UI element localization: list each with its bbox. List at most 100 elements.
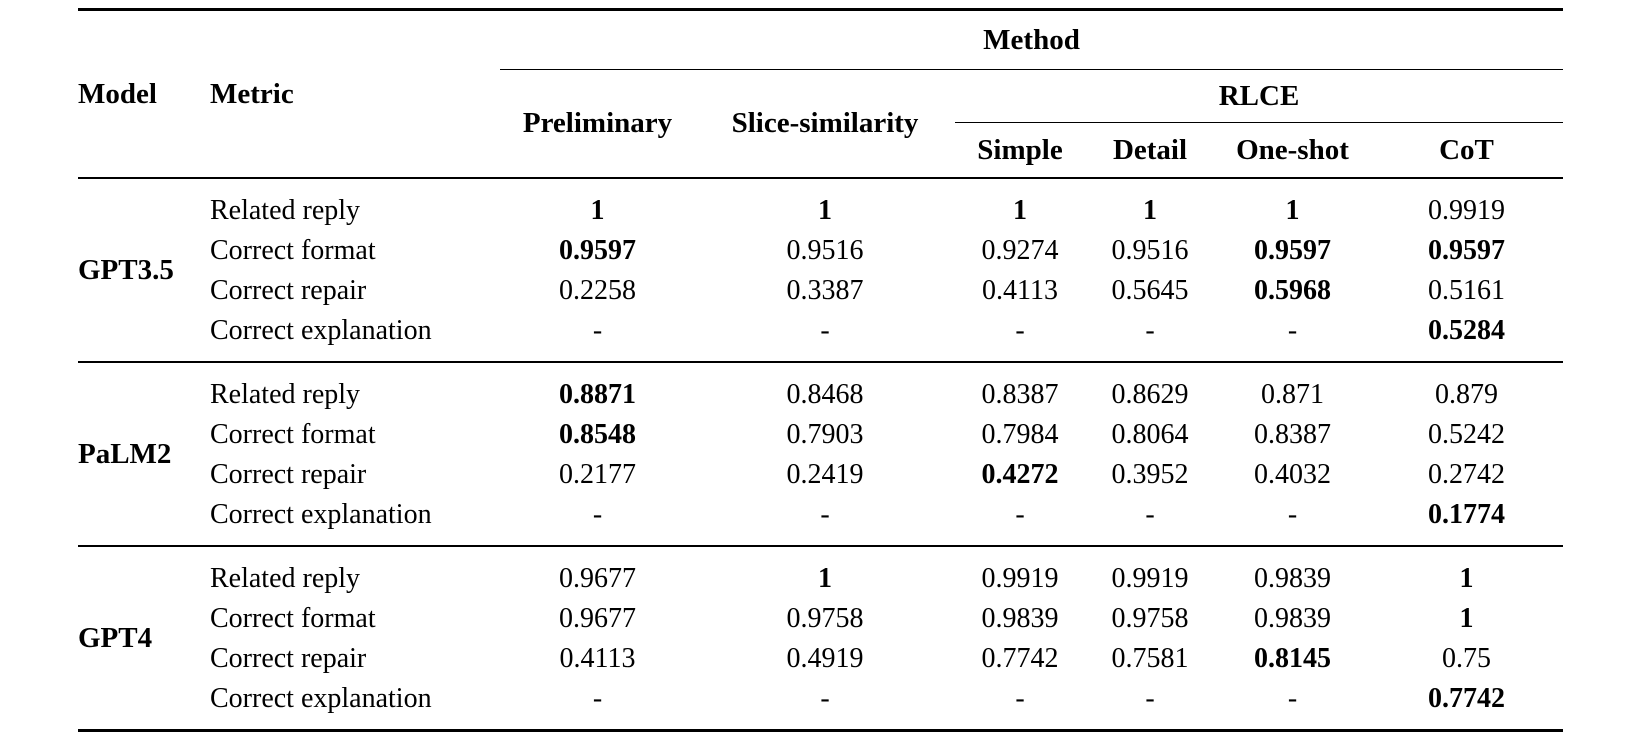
col-group-header-method: Method — [500, 9, 1564, 70]
value-cell: 0.3952 — [1111, 459, 1189, 490]
metric-label: Correct format — [210, 235, 376, 266]
value-cell: 0.2419 — [786, 459, 864, 490]
value-cell: 0.9919 — [1428, 195, 1505, 226]
value-cell: 0.4113 — [559, 643, 636, 674]
table-row: GPT3.5 Related reply 1 1 1 1 1 0.9919 — [78, 178, 1563, 286]
value-cell: 1 — [1285, 195, 1300, 226]
value-cell: 0.7581 — [1111, 643, 1189, 674]
value-cell: - — [592, 683, 603, 714]
table-row: Correct format 0.9597 0.9516 0.9274 0.95… — [78, 231, 1563, 271]
value-cell: 0.9597 — [559, 235, 636, 266]
col-header-simple: Simple — [955, 122, 1085, 179]
value-cell: - — [1287, 499, 1298, 530]
table-row: PaLM2 Related reply 0.8871 0.8468 0.8387… — [78, 362, 1563, 470]
value-cell: - — [820, 499, 830, 530]
metric-label: Correct repair — [210, 275, 367, 306]
table-row: Correct explanation - - - - - 0.5284 — [78, 311, 1563, 362]
value-cell: 0.4032 — [1254, 459, 1331, 490]
value-cell: 0.5968 — [1254, 275, 1331, 306]
metric-label: Correct explanation — [210, 683, 432, 714]
value-cell: 0.9677 — [559, 603, 636, 634]
value-cell: 1 — [818, 563, 832, 594]
metric-label: Correct repair — [210, 459, 367, 490]
value-cell: - — [1287, 315, 1298, 346]
value-cell: 0.4919 — [786, 643, 864, 674]
results-table: Model Metric Method Preliminary Slice-si… — [78, 8, 1564, 732]
value-cell: 0.9516 — [786, 235, 864, 266]
value-cell: 0.4272 — [981, 459, 1059, 490]
value-cell: 0.4113 — [982, 275, 1058, 306]
value-cell: - — [820, 315, 830, 346]
group-palm2: PaLM2 Related reply 0.8871 0.8468 0.8387… — [78, 362, 1564, 546]
value-cell: 0.9919 — [981, 563, 1059, 594]
header-row-rlce: Preliminary Slice-similarity RLCE — [78, 69, 1564, 179]
model-label: GPT4 — [78, 622, 153, 654]
metric-label: Correct format — [210, 603, 376, 634]
value-cell: 0.9839 — [981, 603, 1059, 634]
metric-label: Correct explanation — [210, 499, 432, 530]
value-cell: 0.9597 — [1428, 235, 1505, 266]
value-cell: - — [1145, 499, 1155, 530]
metric-label: Correct explanation — [210, 315, 432, 346]
value-cell: 0.5284 — [1428, 315, 1505, 346]
value-cell: 0.7742 — [981, 643, 1059, 674]
col-header-slice-similarity: Slice-similarity — [695, 69, 955, 179]
value-cell: 0.8468 — [786, 379, 864, 410]
table-row: Correct format 0.9677 0.9758 0.9839 0.97… — [78, 599, 1563, 639]
value-cell: 1 — [1459, 603, 1474, 634]
table-row: Correct repair 0.2177 0.2419 0.4272 0.39… — [78, 455, 1563, 495]
value-cell: 0.879 — [1435, 379, 1498, 410]
value-cell: 0.9919 — [1111, 563, 1189, 594]
value-cell: - — [1287, 683, 1298, 714]
value-cell: - — [1145, 315, 1155, 346]
col-header-metric: Metric — [210, 9, 500, 179]
value-cell: 0.8387 — [1254, 419, 1331, 450]
value-cell: 0.5645 — [1111, 275, 1189, 306]
table-row: Correct repair 0.4113 0.4919 0.7742 0.75… — [78, 639, 1563, 679]
col-group-header-rlce: RLCE — [955, 69, 1564, 123]
value-cell: 0.2742 — [1428, 459, 1505, 490]
header-row-method: Model Metric Method — [78, 9, 1564, 179]
header-row-rlce-subcolumns: Simple Detail One-shot CoT — [78, 122, 1564, 179]
col-header-cot: CoT — [1370, 122, 1564, 179]
table-row: Correct format 0.8548 0.7903 0.7984 0.80… — [78, 415, 1563, 455]
value-cell: - — [592, 499, 603, 530]
model-label: GPT3.5 — [78, 254, 174, 286]
value-cell: 0.8629 — [1111, 379, 1189, 410]
group-gpt4: GPT4 Related reply 0.9677 1 0.9919 0.991… — [78, 546, 1563, 731]
value-cell: 0.9677 — [559, 563, 636, 594]
metric-label: Correct format — [210, 419, 376, 450]
value-cell: - — [592, 315, 603, 346]
value-cell: 0.9516 — [1111, 235, 1189, 266]
value-cell: 0.9597 — [1254, 235, 1331, 266]
metric-label: Related reply — [210, 563, 361, 594]
table-row: Correct explanation - - - - - 0.7742 — [78, 679, 1563, 731]
value-cell: 0.8548 — [559, 419, 636, 450]
value-cell: 0.9758 — [1111, 603, 1189, 634]
value-cell: 1 — [1459, 563, 1474, 594]
table-header: Model Metric Method Preliminary Slice-si… — [78, 9, 1564, 179]
value-cell: 0.5242 — [1428, 419, 1505, 450]
value-cell: 0.8387 — [981, 379, 1059, 410]
value-cell: 0.9758 — [786, 603, 864, 634]
value-cell: 0.7903 — [786, 419, 864, 450]
value-cell: 0.9839 — [1254, 603, 1331, 634]
value-cell: 0.9839 — [1254, 563, 1331, 594]
value-cell: 0.2177 — [559, 459, 636, 490]
value-cell: 0.8064 — [1111, 419, 1189, 450]
col-header-preliminary: Preliminary — [500, 69, 695, 179]
metric-label: Related reply — [210, 379, 361, 410]
value-cell: 0.1774 — [1428, 499, 1505, 530]
value-cell: 0.8871 — [559, 379, 636, 410]
model-label: PaLM2 — [78, 438, 172, 470]
value-cell: - — [820, 683, 830, 714]
value-cell: - — [1015, 499, 1025, 530]
value-cell: - — [1015, 315, 1025, 346]
value-cell: 0.7984 — [981, 419, 1059, 450]
value-cell: - — [1015, 683, 1025, 714]
col-header-model: Model — [78, 9, 210, 179]
table-row: GPT4 Related reply 0.9677 1 0.9919 0.991… — [78, 546, 1563, 654]
metric-label: Correct repair — [210, 643, 367, 674]
col-header-one-shot: One-shot — [1215, 122, 1370, 179]
table-row: Correct repair 0.2258 0.3387 0.4113 0.56… — [78, 271, 1563, 311]
